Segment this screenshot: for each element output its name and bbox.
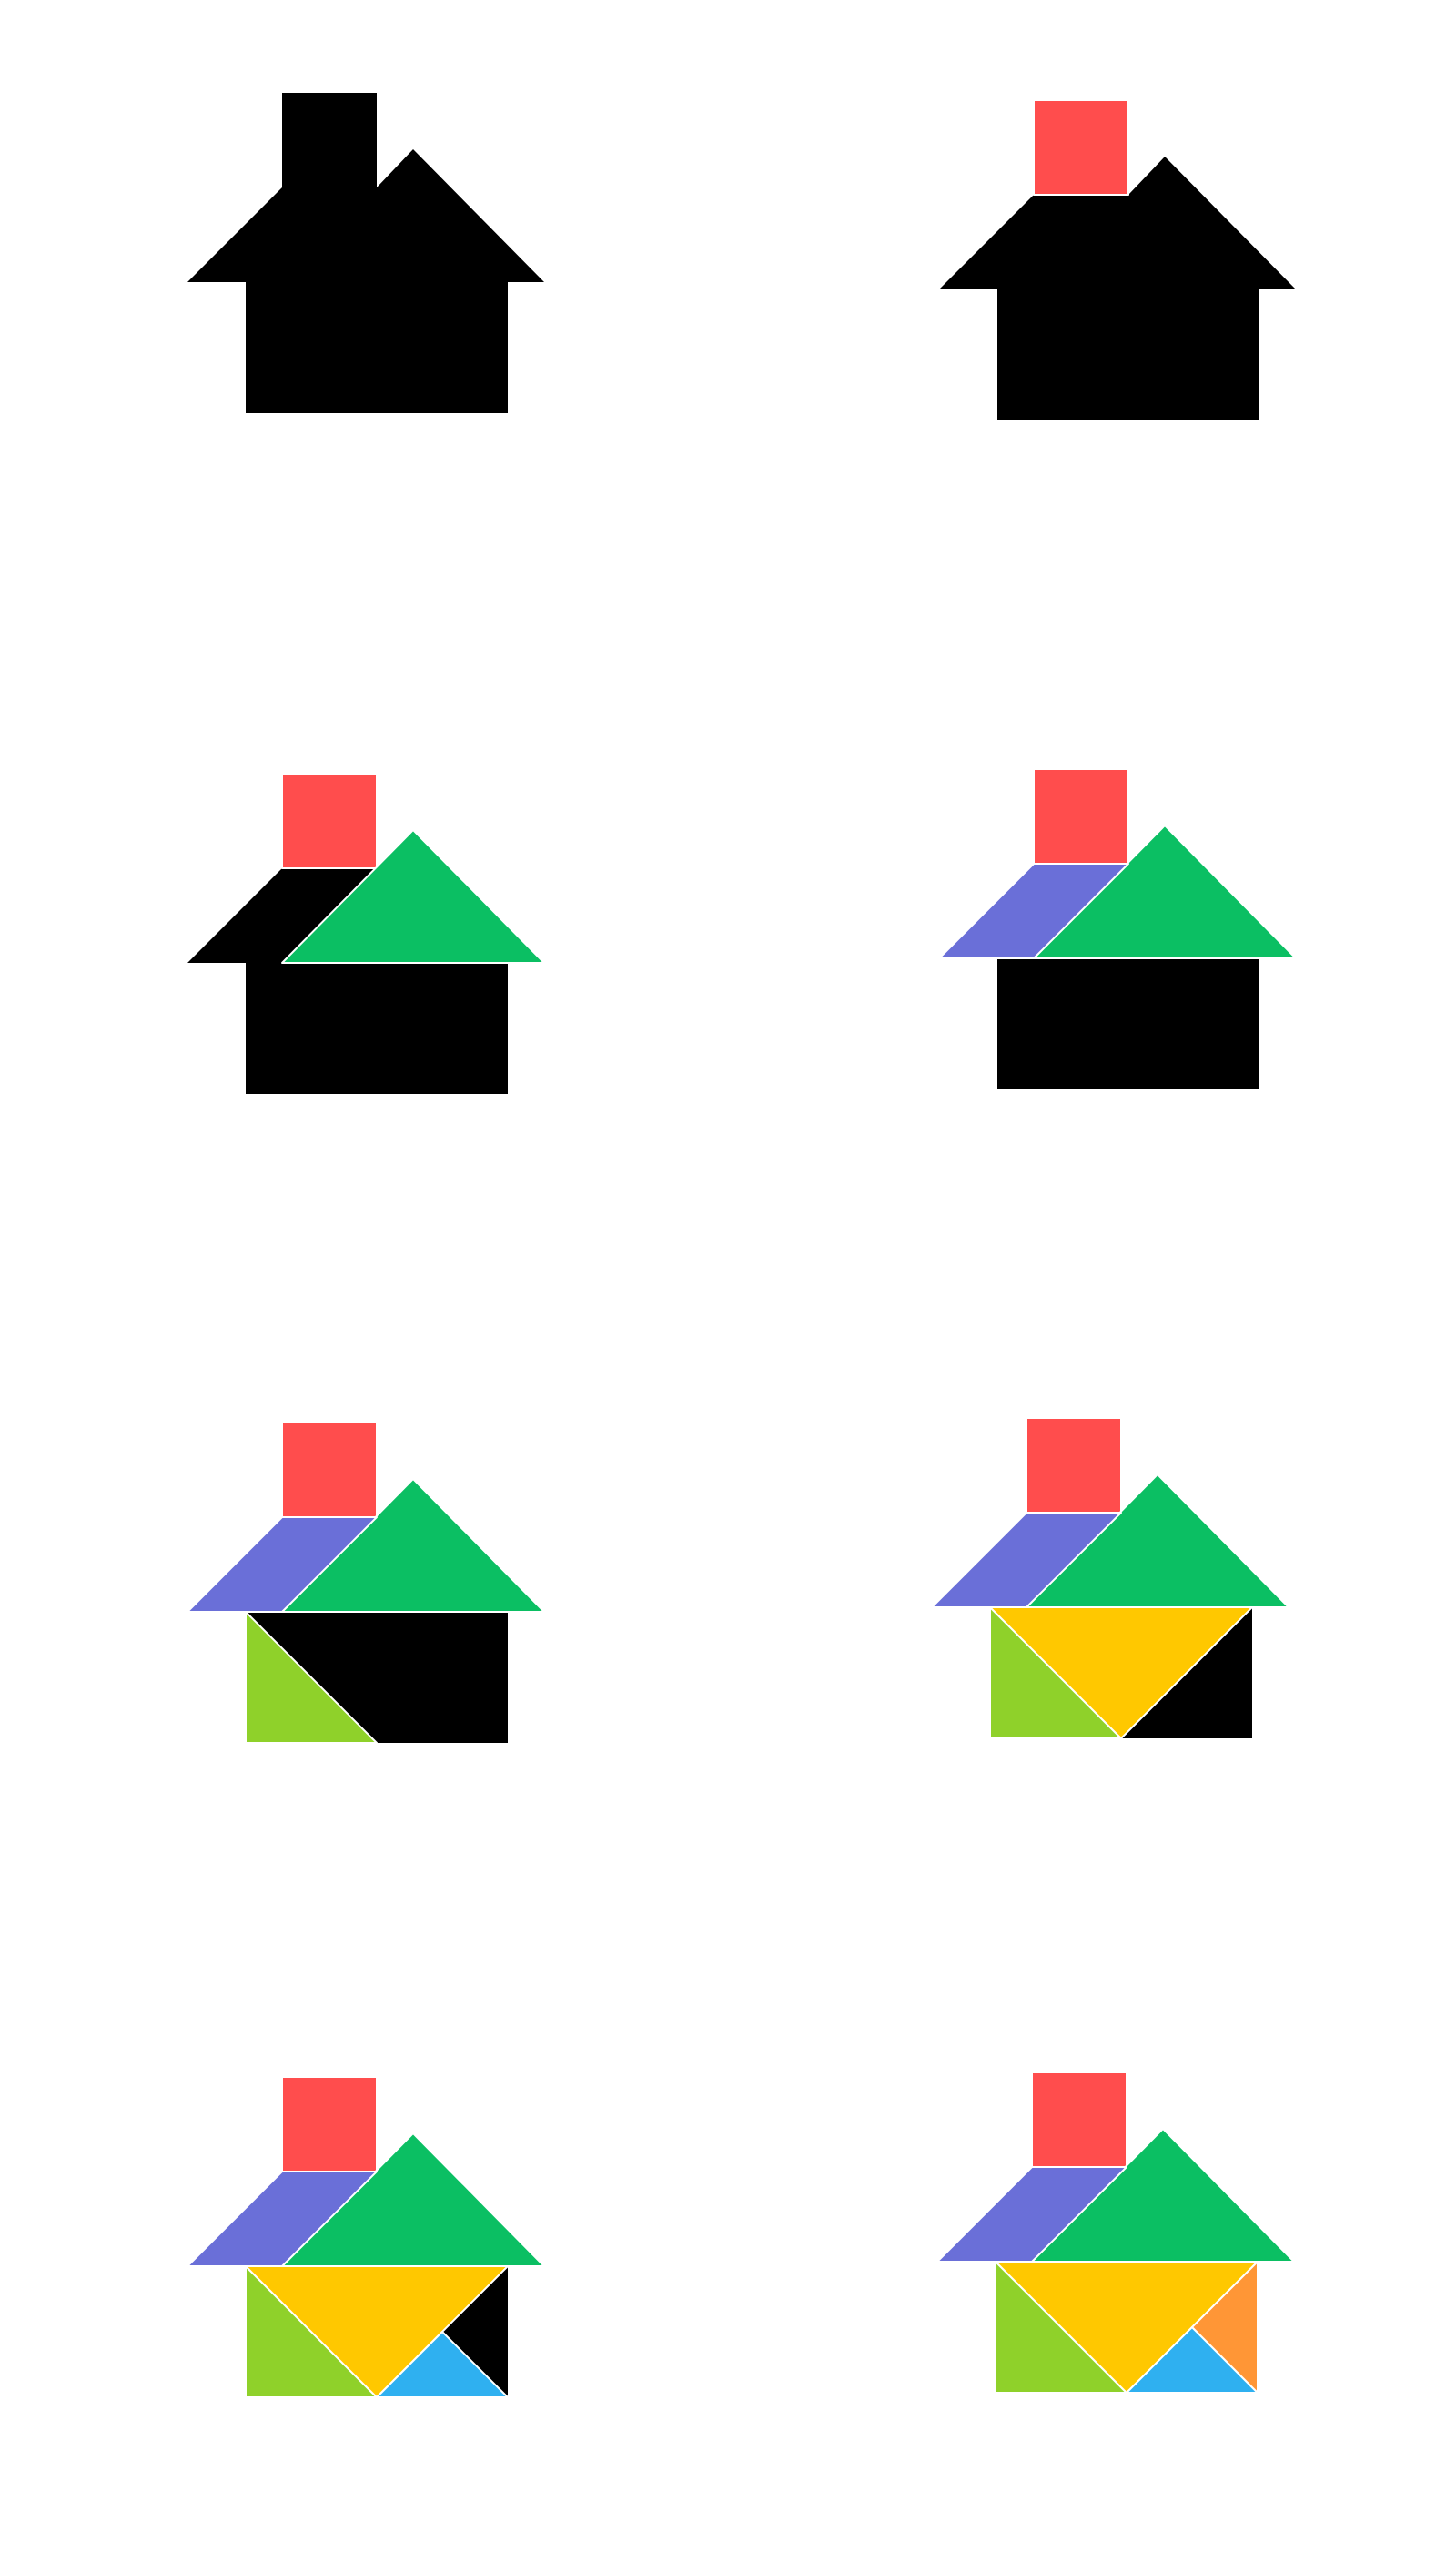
wall-middle-triangle-piece	[989, 1606, 1253, 1739]
chimney-square-piece	[281, 1422, 378, 1518]
tangram-step-4	[938, 768, 1297, 1089]
house-silhouette-chimney	[282, 93, 377, 187]
tangram-step-6	[931, 1417, 1289, 1739]
tangram-step-3	[187, 773, 545, 1094]
tangram-step-1	[187, 93, 544, 413]
wall-small-orange-triangle-piece	[1191, 2261, 1259, 2394]
tangram-step-7	[187, 2076, 545, 2398]
wall-left-triangle-piece	[245, 1611, 378, 1744]
wall-small-blue-triangle-piece	[376, 2331, 509, 2398]
house-silhouette-body	[939, 157, 1296, 420]
roof-large-triangle-piece	[281, 829, 545, 964]
chimney-square-piece	[1033, 99, 1129, 196]
chimney-square-piece	[1026, 1417, 1122, 1514]
tangram-step-2	[939, 99, 1296, 420]
roof-parallelogram-piece	[938, 863, 1129, 959]
tangram-step-5	[187, 1422, 545, 1744]
chimney-square-piece	[281, 2076, 378, 2172]
chimney-square-piece	[1033, 768, 1129, 865]
chimney-square-piece	[281, 773, 378, 869]
tangram-step-8	[936, 2071, 1295, 2394]
roof-parallelogram-piece	[187, 1516, 378, 1613]
chimney-square-piece	[1031, 2071, 1127, 2168]
house-silhouette-body	[187, 149, 544, 413]
